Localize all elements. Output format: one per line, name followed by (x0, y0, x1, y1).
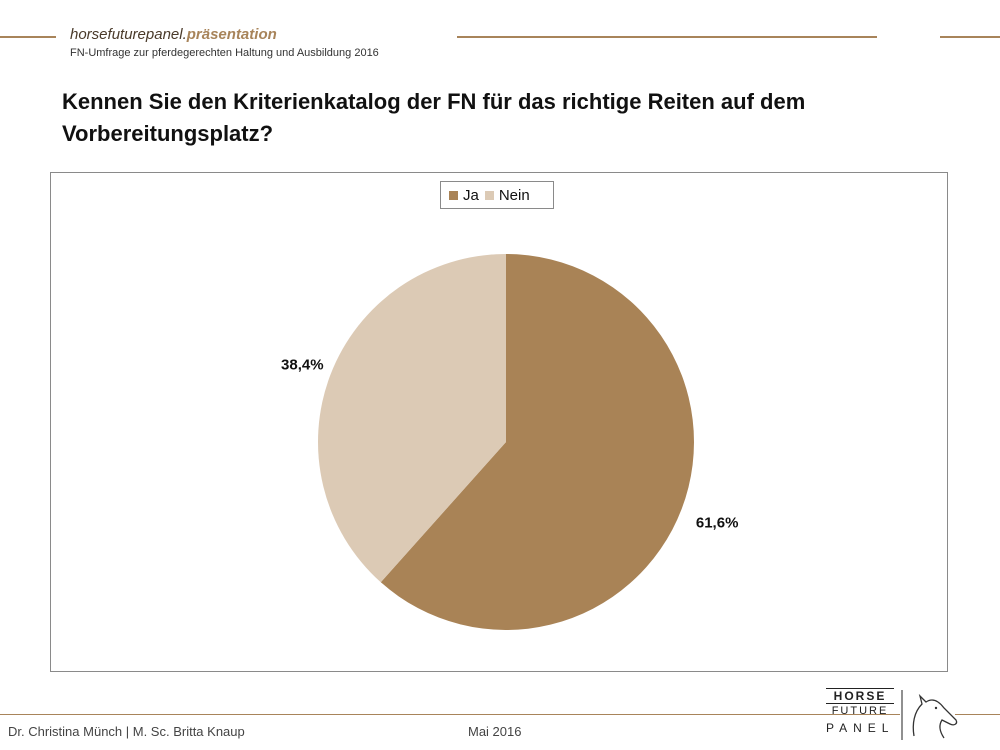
logo-line-future: FUTURE (831, 705, 889, 717)
legend-item-ja: Ja (449, 187, 479, 204)
header-rule-right (940, 36, 1000, 38)
legend-swatch-ja (449, 190, 458, 200)
footer-rule-right (955, 714, 1000, 715)
brand-title: horsefuturepanel.präsentation (70, 26, 277, 43)
logo-line-panel: PANEL (826, 721, 895, 735)
data-label-nein: 38,4% (281, 356, 324, 373)
horse-future-panel-logo: HORSE FUTURE PANEL (826, 686, 966, 744)
legend-label-nein: Nein (498, 186, 530, 204)
header-rule-middle (457, 36, 877, 38)
footer-date: Mai 2016 (468, 724, 522, 739)
logo-line-horse: HORSE (826, 688, 894, 704)
presentation-subtitle: FN-Umfrage zur pferdegerechten Haltung u… (70, 47, 379, 59)
slide-question: Kennen Sie den Kriterienkatalog der FN f… (62, 89, 806, 146)
legend-swatch-nein (484, 190, 494, 200)
pie-slice-ja (380, 254, 694, 630)
horse-head-icon (901, 690, 958, 740)
header-rule-left (0, 36, 56, 38)
legend-label-ja: Ja (463, 186, 479, 204)
footer-rule (0, 714, 900, 715)
chart-legend: Ja Nein (440, 181, 554, 209)
brand-accent: präsentation (186, 26, 277, 43)
chart-frame (50, 172, 948, 672)
legend-item-nein: Nein (484, 186, 530, 204)
pie-slice-nein (317, 254, 506, 583)
brand-main: horsefuturepanel. (70, 26, 187, 43)
data-label-ja: 61,6% (696, 515, 739, 532)
footer-authors: Dr. Christina Münch | M. Sc. Britta Knau… (8, 724, 245, 739)
